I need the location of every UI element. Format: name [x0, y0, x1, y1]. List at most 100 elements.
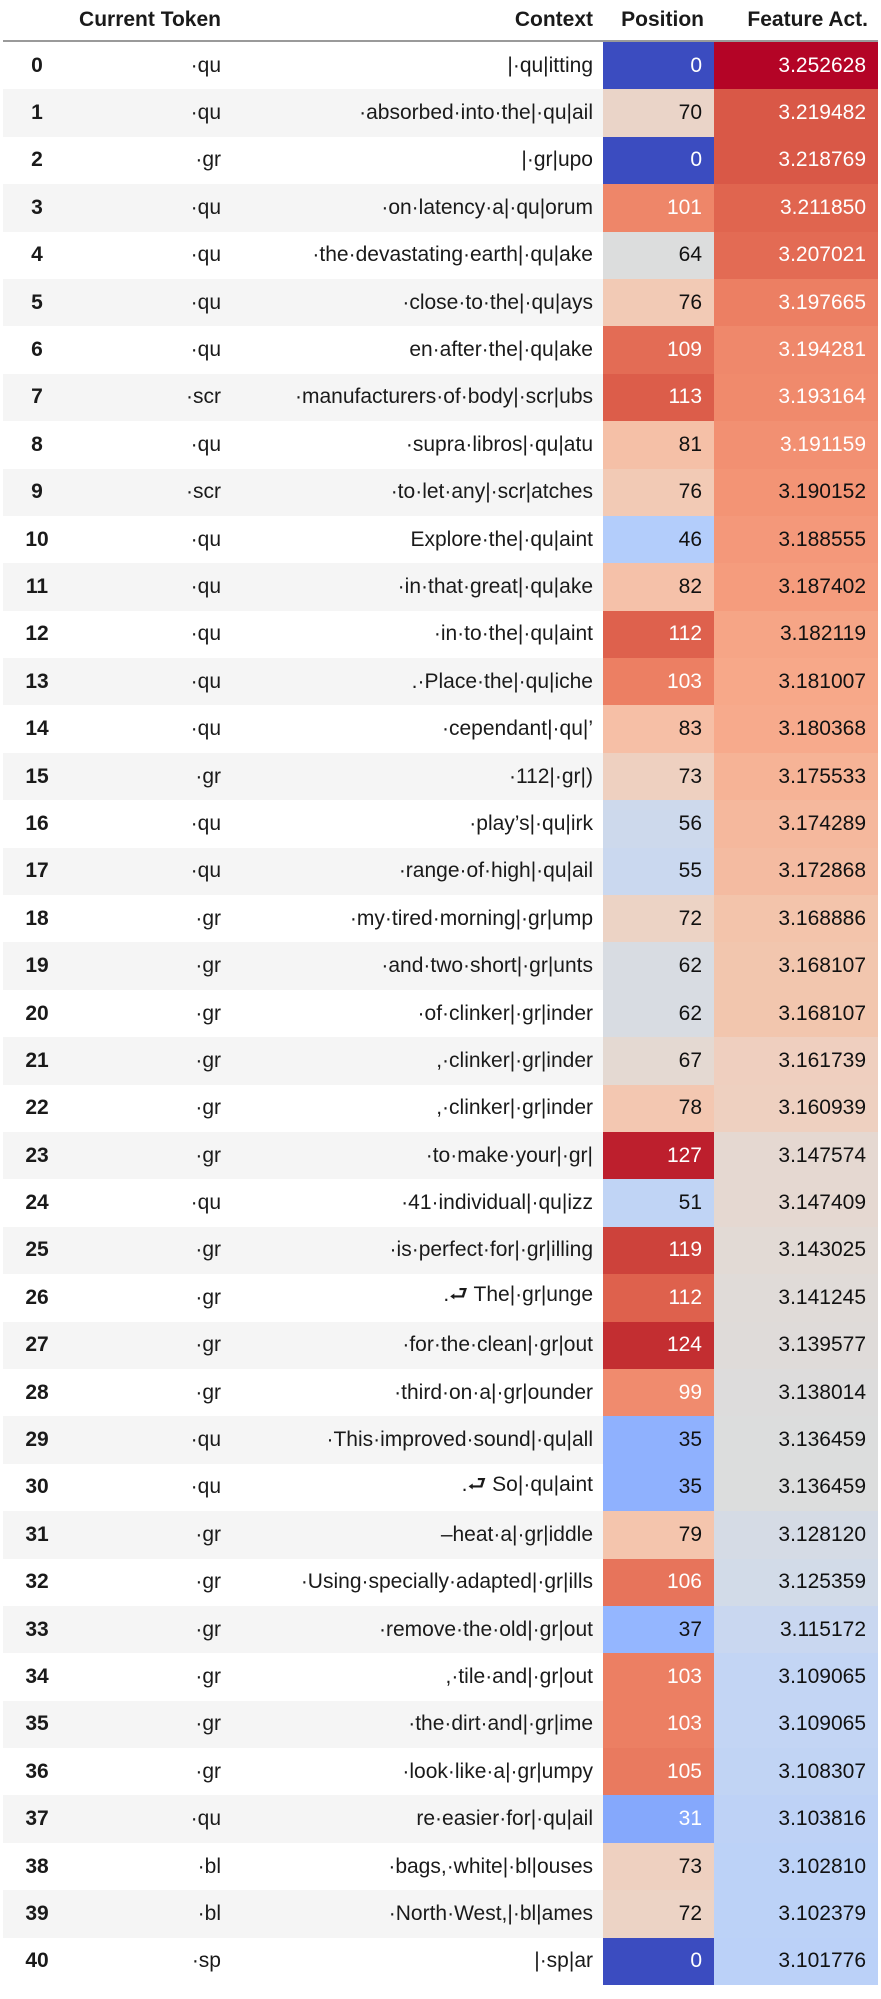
activation-cell: 3.168886 [714, 895, 878, 943]
activation-cell: 3.109065 [714, 1653, 878, 1701]
position-cell: 0 [603, 136, 714, 185]
row-index: 28 [25, 1380, 49, 1404]
context-cell: ·41·individual|·qu|izz [401, 1191, 593, 1215]
token-cell: ·qu [71, 563, 231, 611]
row-index: 7 [3, 373, 71, 422]
row-index: 31 [3, 1511, 71, 1559]
context-cell: ·close·to·the|·qu|ays [231, 278, 603, 327]
token-cell: ·gr [71, 1605, 231, 1654]
table-row: 5 ·qu ·close·to·the|·qu|ays 76 3.197665 [3, 278, 878, 327]
table-row: 8 ·qu ·supra·libros|·qu|atu 81 3.191159 [3, 421, 878, 469]
context-cell: |·sp|ar [534, 1949, 593, 1973]
table-row: 16 ·qu ·play’s|·qu|irk 56 3.174289 [3, 800, 878, 848]
position-cell: 103 [603, 1653, 714, 1701]
row-index: 3 [3, 184, 71, 232]
table-row: 38 ·bl ·bags,·white|·bl|ouses 73 3.102810 [3, 1842, 878, 1891]
token-cell: ·qu [71, 278, 231, 327]
row-index: 13 [3, 658, 71, 706]
position-cell: 73 [603, 752, 714, 801]
row-index: 32 [25, 1570, 49, 1594]
table-row: 12 ·qu ·in·to·the|·qu|aint 112 3.182119 [3, 610, 878, 659]
context-cell: ·play’s|·qu|irk [469, 811, 593, 835]
table-row: 29 ·qu ·This·improved·sound|·qu|all 35 3.136… [3, 1416, 878, 1464]
position-cell: 103 [603, 658, 714, 706]
row-index: 21 [3, 1037, 71, 1085]
context-cell: ·to·let·any|·scr|atches [231, 468, 603, 516]
position-cell: 70 [603, 89, 714, 137]
table-row: 25 ·gr ·is·perfect·for|·gr|illing 119 3.1430… [3, 1226, 878, 1275]
table-row: 19 ·gr ·and·two·short|·gr|unts 62 3.168107 [3, 942, 878, 990]
activation-cell: 3.109065 [714, 1700, 878, 1749]
header-row: Current Token Context Position Feature A… [3, 0, 878, 42]
table-row: 20 ·gr ·of·clinker|·gr|inder 62 3.168107 [3, 989, 878, 1038]
table-row: 9 ·scr ·to·let·any|·scr|atches 76 3.190152 [3, 468, 878, 516]
context-cell: Explore·the|·qu|aint [410, 527, 593, 551]
row-index: 15 [3, 752, 71, 801]
position-cell: 35 [603, 1463, 714, 1512]
token-cell: ·gr [71, 1321, 231, 1369]
activation-cell: 3.181007 [714, 658, 878, 706]
row-index: 23 [3, 1131, 71, 1180]
context-cell: |·gr|upo [521, 148, 593, 172]
row-index: 37 [3, 1795, 71, 1843]
position-cell: 35 [603, 1416, 714, 1464]
position-cell: 51 [603, 1179, 714, 1227]
activation-cell: 3.180368 [714, 705, 878, 753]
token-cell: ·scr [71, 373, 231, 422]
position-cell: 112 [603, 1274, 714, 1322]
row-index: 8 [31, 432, 43, 456]
context-cell: ·third·on·a|·gr|ounder [394, 1380, 593, 1404]
index-header [3, 0, 71, 42]
context-cell: ·cependant|·qu|’ [441, 717, 593, 741]
activation-cell: 3.174289 [714, 800, 878, 848]
feature-act-header[interactable]: Feature Act. [714, 0, 878, 42]
token-cell: ·gr [71, 1226, 231, 1275]
table-row: 30 ·qu .⮐ So|·qu|aint 35 3.136459 [3, 1463, 878, 1512]
activation-cell: 3.168107 [714, 989, 878, 1038]
current-token-header[interactable]: Current Token [71, 0, 231, 42]
context-cell: ·of·clinker|·gr|inder [417, 1001, 593, 1025]
position-cell: 119 [603, 1226, 714, 1275]
activation-cell: 3.197665 [714, 278, 878, 327]
row-index: 24 [25, 1191, 49, 1215]
context-cell: re·easier·for|·qu|ail [231, 1795, 603, 1843]
table-row: 34 ·gr ,·tile·and|·gr|out 103 3.109065 [3, 1653, 878, 1701]
position-cell: 79 [603, 1511, 714, 1559]
token-cell: ·gr [195, 1380, 221, 1404]
activation-cell: 3.188555 [714, 515, 878, 564]
context-cell: ·the·dirt·and|·gr|ime [231, 1700, 603, 1749]
context-header[interactable]: Context [231, 0, 603, 42]
row-index: 10 [25, 527, 49, 551]
table-row: 23 ·gr ·to·make·your|·gr| 127 3.147574 [3, 1131, 878, 1180]
token-cell: ·gr [195, 1001, 221, 1025]
token-cell: ·gr [71, 1700, 231, 1749]
context-cell: ·on·latency·a|·qu|orum [231, 184, 603, 232]
activation-cell: 3.103816 [714, 1795, 878, 1843]
row-index: 9 [3, 468, 71, 516]
row-index: 0 [31, 53, 43, 77]
position-header[interactable]: Position [603, 0, 714, 42]
token-cell: ·gr [195, 906, 221, 930]
activation-cell: 3.172868 [714, 847, 878, 896]
context-cell: ·my·tired·morning|·gr|ump [349, 906, 593, 930]
token-cell: ·qu [190, 338, 221, 362]
context-cell: ·manufacturers·of·body|·scr|ubs [231, 373, 603, 422]
token-cell: ·gr [195, 1759, 221, 1783]
activation-cell: 3.147409 [714, 1179, 878, 1227]
activation-cell: 3.136459 [714, 1416, 878, 1464]
context-cell: ·and·two·short|·gr|unts [231, 942, 603, 990]
row-index: 5 [3, 278, 71, 327]
row-index: 11 [3, 563, 71, 611]
activation-cell: 3.218769 [714, 136, 878, 185]
position-cell: 101 [603, 184, 714, 232]
token-cell: ·sp [191, 1949, 221, 1973]
context-cell: |·qu|itting [507, 53, 593, 77]
activation-cell: 3.139577 [714, 1321, 878, 1369]
position-cell: 67 [603, 1037, 714, 1085]
activation-cell: 3.128120 [714, 1511, 878, 1559]
table-row: 2 ·gr |·gr|upo 0 3.218769 [3, 136, 878, 185]
token-cell: ·gr [71, 1511, 231, 1559]
position-cell: 0 [603, 41, 714, 90]
activation-cell: 3.191159 [714, 421, 878, 469]
token-cell: ·qu [71, 1416, 231, 1464]
